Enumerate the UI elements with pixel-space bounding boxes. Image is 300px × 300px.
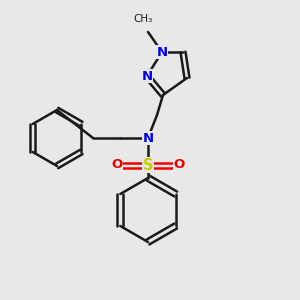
- Text: N: N: [141, 70, 153, 83]
- Text: CH₃: CH₃: [134, 14, 153, 24]
- Text: N: N: [156, 46, 168, 59]
- Text: N: N: [142, 131, 154, 145]
- Text: O: O: [173, 158, 184, 172]
- Text: S: S: [143, 158, 153, 172]
- Text: O: O: [111, 158, 123, 172]
